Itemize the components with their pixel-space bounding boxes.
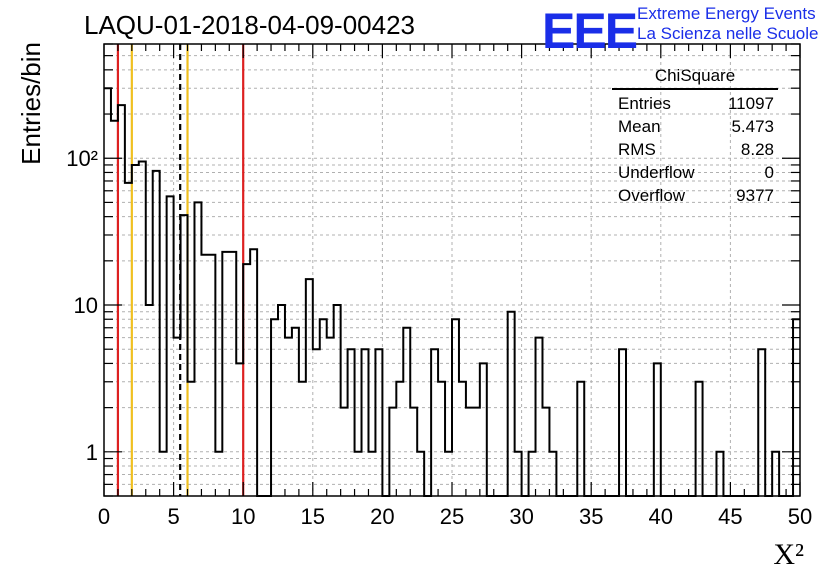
y-tick-label: 1 — [86, 440, 98, 465]
stats-row-underflow: Underflow 0 — [612, 161, 778, 184]
x-axis-label: X² — [773, 538, 804, 571]
y-tick-label: 10² — [66, 146, 98, 171]
y-tick-label: 10 — [74, 293, 98, 318]
x-tick-label: 30 — [509, 504, 533, 529]
x-tick-label: 35 — [579, 504, 603, 529]
x-tick-label: 20 — [370, 504, 394, 529]
stats-label: Mean — [618, 117, 661, 136]
x-tick-label: 15 — [301, 504, 325, 529]
x-tick-label: 40 — [649, 504, 673, 529]
logo-subtitle-2: La Scienza nelle Scuole — [637, 24, 819, 43]
stats-label: Overflow — [618, 186, 686, 205]
stats-label: Entries — [618, 94, 671, 113]
stats-title: ChiSquare — [612, 66, 778, 90]
x-tick-label: 25 — [440, 504, 464, 529]
x-tick-label: 50 — [788, 504, 812, 529]
stats-label: RMS — [618, 140, 656, 159]
stats-label: Underflow — [618, 163, 695, 182]
stats-row-mean: Mean 5.473 — [612, 115, 778, 138]
stats-value: 5.473 — [731, 117, 774, 136]
stats-row-entries: Entries 11097 — [612, 92, 778, 115]
stats-value: 9377 — [736, 186, 774, 205]
y-axis-label: Entries/bin — [16, 42, 46, 165]
stats-row-rms: RMS 8.28 — [612, 138, 778, 161]
x-tick-label: 5 — [167, 504, 179, 529]
stats-value: 11097 — [727, 94, 774, 113]
tick-labels: 0 5 10 15 20 25 30 35 40 45 50 1 10 10² — [66, 146, 812, 529]
stats-row-overflow: Overflow 9377 — [612, 184, 778, 207]
axis-ticks — [103, 43, 801, 497]
eee-logo: EEE — [542, 3, 638, 59]
stats-value: 8.28 — [740, 140, 774, 159]
x-tick-label: 45 — [718, 504, 742, 529]
stats-value: 0 — [764, 163, 774, 182]
run-title: LAQU-01-2018-04-09-00423 — [84, 10, 415, 40]
x-tick-label: 0 — [98, 504, 110, 529]
logo-subtitle-1: Extreme Energy Events — [637, 4, 816, 23]
stats-box: ChiSquare Entries 11097 Mean 5.473 RMS 8… — [612, 66, 778, 207]
x-tick-label: 10 — [231, 504, 255, 529]
